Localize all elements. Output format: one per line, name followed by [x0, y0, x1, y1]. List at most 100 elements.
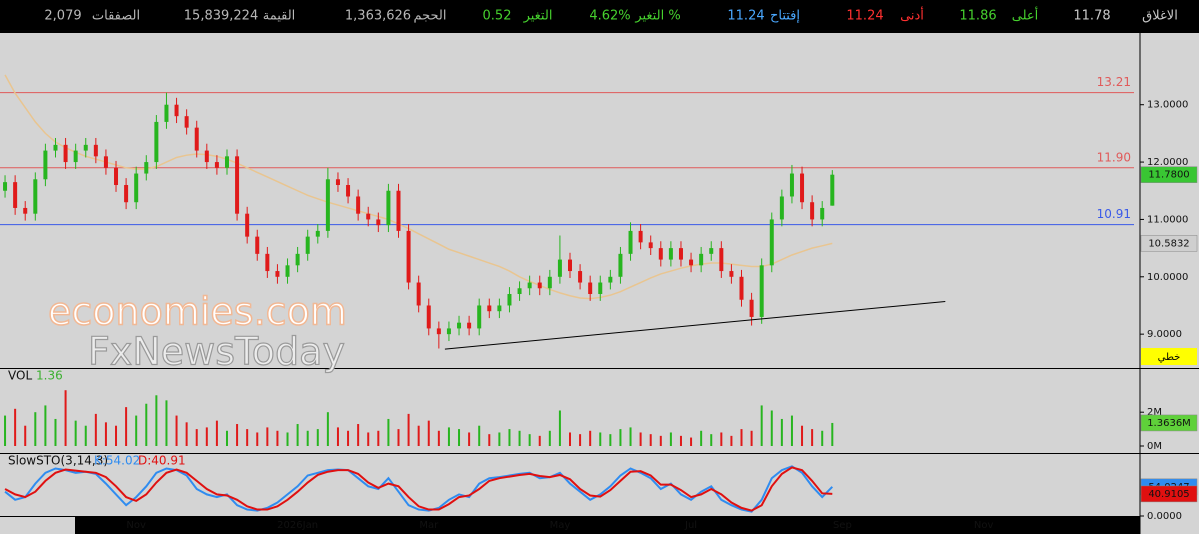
trendline — [444, 300, 946, 350]
header-value: 15,839,224 — [184, 9, 258, 24]
header-value: 11.24 — [727, 9, 764, 24]
candle-body — [265, 253, 270, 272]
y-tick-label: 11.0000 — [1147, 214, 1188, 225]
candle-body — [194, 127, 199, 151]
volume-bar — [811, 429, 814, 446]
candle-body — [184, 116, 189, 128]
time-axis-bar — [75, 517, 1140, 534]
header-value: 11.86 — [959, 9, 996, 24]
ma-last-label: 10.5832 — [1148, 238, 1189, 249]
volume-bar — [508, 429, 511, 446]
ma-last-box — [1140, 235, 1198, 252]
volume-bar — [326, 412, 329, 446]
volume-bar — [750, 430, 753, 446]
volume-bar — [185, 422, 188, 446]
candle-body — [578, 271, 583, 283]
candle-body — [800, 173, 805, 203]
candle-body — [426, 305, 431, 329]
header-value: 2,079 — [44, 9, 81, 24]
volume-bar — [377, 430, 380, 446]
candle-body — [568, 259, 572, 272]
volume-bar — [649, 434, 652, 446]
candle-body — [204, 150, 209, 163]
candle-body — [134, 173, 139, 203]
candle-body — [810, 202, 815, 220]
volume-bar — [478, 425, 481, 446]
volume-bar — [639, 432, 642, 446]
volume-bar — [276, 430, 279, 446]
volume-bar — [700, 430, 703, 446]
x-tick-label: Jul — [684, 520, 697, 531]
volume-bar — [558, 410, 561, 446]
candle-body — [537, 282, 542, 289]
volume-bar — [790, 415, 793, 446]
volume-bar — [780, 418, 783, 446]
candle-body — [406, 230, 411, 283]
candle-body — [214, 162, 219, 168]
x-tick-label: 2026Jan — [277, 520, 318, 531]
candle-body — [628, 230, 633, 254]
candle-body — [719, 248, 724, 272]
time-axis-right — [1140, 517, 1199, 534]
candle-body — [638, 230, 643, 243]
candle-body — [144, 162, 149, 174]
candle-body — [93, 144, 98, 157]
volume-bar — [94, 413, 97, 446]
x-tick-label: Nov — [974, 520, 994, 531]
moving-average — [4, 74, 833, 300]
candle-body — [467, 322, 472, 329]
candle-body — [103, 156, 108, 168]
y-tick-label: 0.0000 — [1147, 511, 1182, 522]
style-box[interactable] — [1141, 348, 1197, 365]
volume-bar — [266, 427, 269, 446]
watermark: economies.com — [48, 290, 347, 334]
stoch-last-label: 40.9105 — [1148, 489, 1189, 500]
volume-bar — [256, 432, 259, 446]
stoch-last-box — [1140, 485, 1198, 503]
candle-body — [63, 144, 68, 163]
volume-bar — [54, 418, 57, 446]
candle-body — [255, 236, 260, 254]
candle-body — [164, 104, 169, 122]
candle-body — [729, 271, 734, 277]
stoch-title: SlowSTO(3,14,3) — [8, 454, 108, 468]
candle-body — [618, 253, 623, 277]
candle-body — [366, 213, 371, 220]
candle-body — [376, 219, 381, 226]
candle-body — [507, 294, 512, 306]
y-tick-label: 13.0000 — [1147, 100, 1188, 111]
header-value: 4.62% — [589, 9, 630, 24]
candle-body — [114, 167, 119, 186]
volume-bar — [831, 422, 834, 446]
header-label: الاغلاق — [1142, 9, 1178, 24]
header-bar — [0, 0, 1199, 32]
candle-body — [73, 150, 78, 163]
volume-bar — [236, 424, 239, 446]
volume-bar — [387, 418, 390, 446]
candle-body — [477, 305, 482, 329]
candle-body — [235, 156, 240, 214]
header-value: 1,363,626 — [345, 9, 411, 24]
stoch-line — [4, 466, 833, 512]
volume-bar — [821, 430, 824, 446]
volume-bar — [458, 429, 461, 446]
volume-bar — [225, 430, 228, 446]
volume-value: 1.36 — [36, 369, 63, 383]
x-tick-label: Mar — [419, 520, 439, 531]
candle-body — [285, 265, 290, 277]
candle-body — [658, 248, 663, 260]
volume-bar — [690, 437, 693, 446]
candle-body — [416, 282, 421, 306]
candle-body — [557, 259, 562, 277]
header-value: 11.24 — [846, 9, 883, 24]
candle-body — [325, 179, 330, 231]
x-tick-label: May — [550, 520, 571, 531]
style-label[interactable]: خطي — [1158, 352, 1181, 363]
candle-body — [396, 190, 401, 231]
volume-bar — [165, 400, 168, 446]
candle-body — [689, 259, 694, 266]
volume-bar — [599, 432, 602, 446]
volume-bar — [417, 425, 420, 446]
header-label: التغير % — [634, 9, 680, 24]
